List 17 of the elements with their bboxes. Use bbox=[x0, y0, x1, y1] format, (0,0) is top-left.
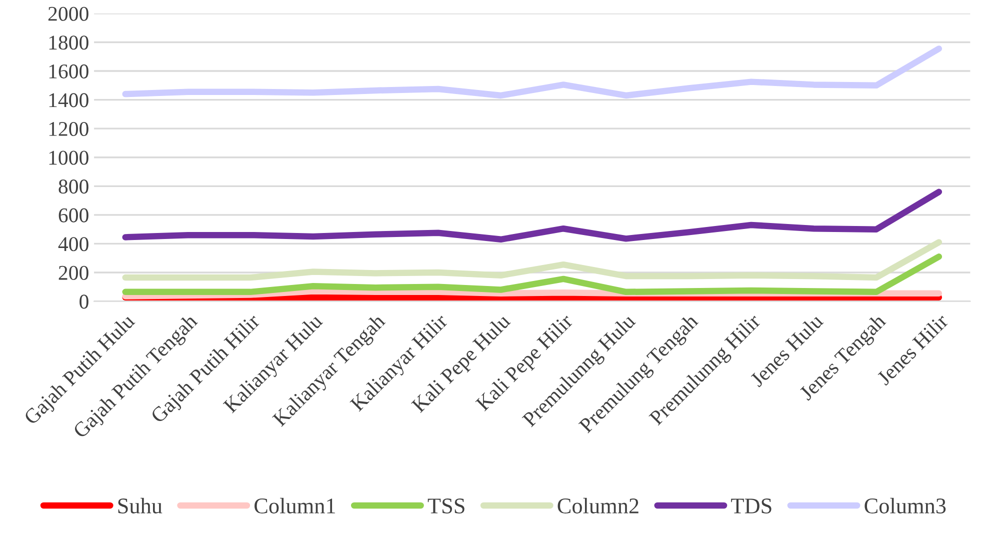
legend-label: Column2 bbox=[558, 498, 638, 514]
legend-label: TDS bbox=[731, 498, 772, 514]
legend-label: Suhu bbox=[118, 498, 162, 514]
y-tick-label: 1800 bbox=[49, 36, 88, 50]
legend-label: Column3 bbox=[864, 498, 946, 514]
y-tick-label: 200 bbox=[58, 266, 88, 280]
y-tick-label: 400 bbox=[58, 237, 88, 252]
legend-label: TSS bbox=[428, 498, 464, 514]
y-tick-label: 2000 bbox=[48, 6, 88, 21]
y-tick-label: 1000 bbox=[49, 150, 88, 165]
legend-label: Column1 bbox=[254, 498, 336, 514]
y-tick-label: 1200 bbox=[49, 122, 88, 136]
y-tick-label: 800 bbox=[58, 180, 88, 194]
y-tick-label: 600 bbox=[58, 208, 88, 222]
y-tick-label: 1600 bbox=[49, 64, 88, 78]
y-tick-label: 1400 bbox=[49, 93, 88, 108]
y-tick-label: 0 bbox=[80, 294, 88, 309]
